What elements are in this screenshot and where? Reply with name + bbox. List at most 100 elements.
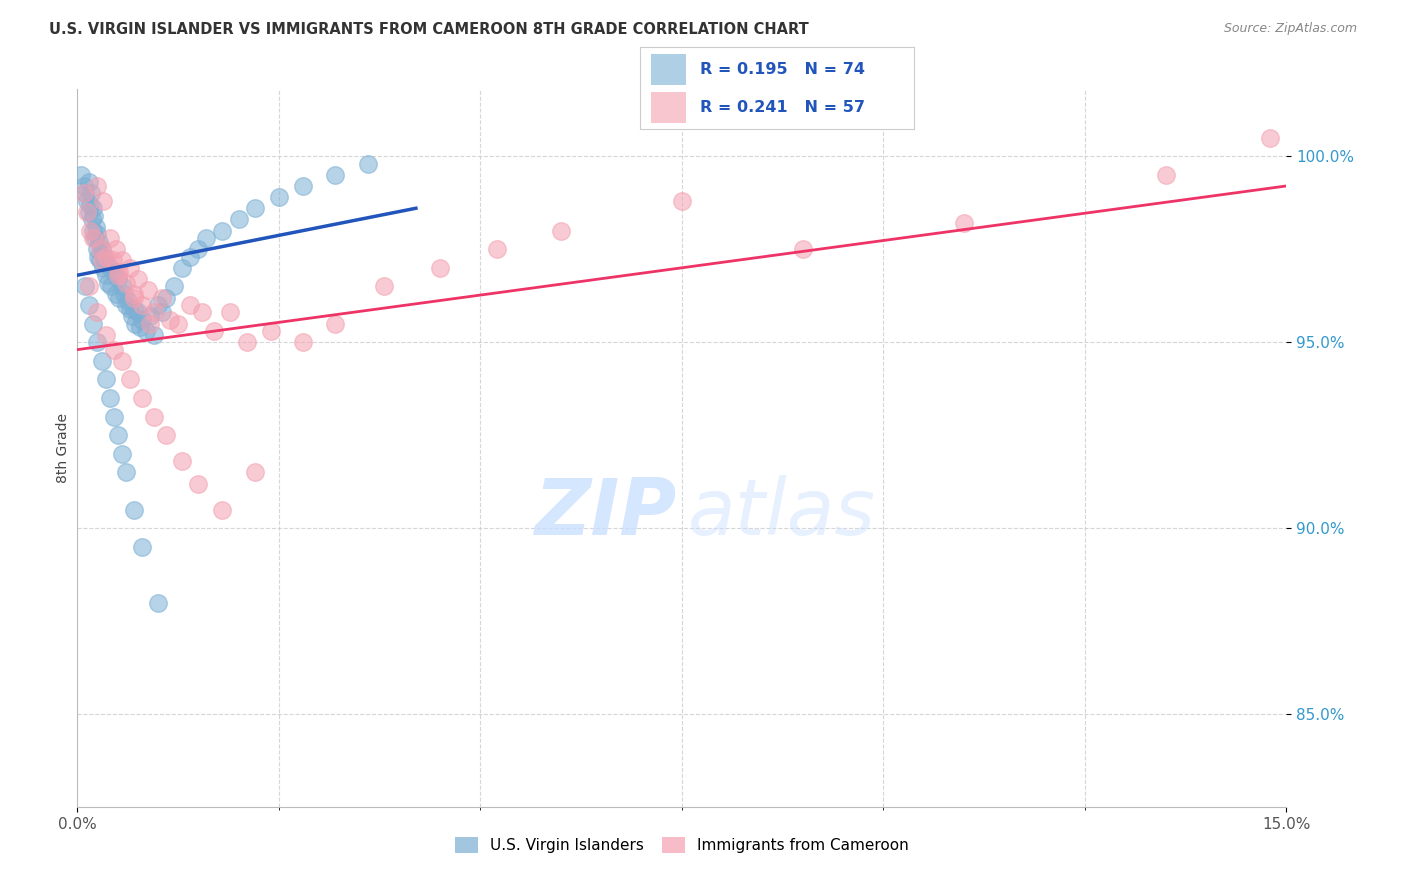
Point: [235, 335, 257, 350]
Point: [118, 260, 141, 275]
Point: [118, 301, 141, 316]
Point: [202, 324, 225, 338]
Text: ZIP: ZIP: [534, 475, 676, 551]
Point: [79, 279, 101, 293]
Point: [98, 391, 121, 405]
Point: [94, 372, 117, 386]
Point: [260, 324, 283, 338]
Point: [76, 205, 98, 219]
Point: [84, 231, 107, 245]
Bar: [651, 54, 686, 85]
Point: [179, 298, 201, 312]
Point: [73, 186, 96, 201]
Point: [671, 194, 693, 208]
Point: [82, 317, 104, 331]
Text: Source: ZipAtlas.com: Source: ZipAtlas.com: [1223, 22, 1357, 36]
Point: [211, 502, 233, 516]
Point: [114, 466, 136, 480]
Point: [89, 242, 111, 256]
Point: [139, 309, 162, 323]
Point: [131, 313, 153, 327]
Point: [94, 327, 117, 342]
Point: [79, 205, 101, 219]
Point: [76, 194, 98, 208]
Point: [195, 231, 218, 245]
Point: [96, 250, 118, 264]
Point: [429, 260, 451, 275]
Point: [80, 212, 103, 227]
Y-axis label: 8th Grade: 8th Grade: [56, 413, 70, 483]
Bar: [651, 92, 686, 123]
Point: [107, 428, 129, 442]
Point: [101, 253, 124, 268]
Point: [114, 276, 136, 290]
Point: [82, 223, 104, 237]
Point: [356, 156, 378, 170]
Point: [155, 428, 177, 442]
Point: [118, 372, 141, 386]
Point: [172, 454, 194, 468]
Point: [103, 343, 125, 357]
Point: [292, 178, 315, 193]
Text: atlas: atlas: [688, 475, 876, 551]
Point: [121, 309, 143, 323]
Point: [155, 291, 177, 305]
Point: [77, 175, 100, 189]
Point: [323, 168, 346, 182]
Point: [243, 201, 266, 215]
Point: [103, 409, 125, 424]
Point: [111, 253, 134, 268]
Point: [219, 305, 242, 319]
Point: [127, 272, 149, 286]
Point: [129, 320, 152, 334]
Point: [94, 268, 117, 283]
Point: [191, 305, 214, 319]
Point: [136, 283, 159, 297]
Point: [953, 216, 976, 230]
Point: [80, 186, 103, 201]
Point: [292, 335, 315, 350]
Point: [105, 286, 128, 301]
Point: [150, 305, 173, 319]
Point: [131, 298, 153, 312]
Point: [117, 294, 139, 309]
Point: [87, 250, 110, 264]
Point: [86, 227, 108, 242]
Point: [90, 353, 112, 368]
Point: [90, 253, 112, 268]
Point: [122, 502, 145, 516]
Point: [267, 190, 290, 204]
Point: [98, 231, 121, 245]
Point: [75, 186, 97, 201]
Point: [86, 242, 108, 256]
Point: [179, 250, 201, 264]
Point: [98, 260, 121, 275]
Text: R = 0.195   N = 74: R = 0.195 N = 74: [700, 62, 865, 77]
Point: [187, 476, 209, 491]
Point: [79, 197, 101, 211]
Point: [111, 279, 134, 293]
Point: [96, 257, 118, 271]
Point: [107, 272, 129, 286]
Point: [91, 260, 114, 275]
Point: [100, 279, 122, 293]
Point: [90, 242, 112, 256]
Point: [108, 264, 131, 278]
Point: [150, 291, 173, 305]
Point: [127, 305, 149, 319]
Point: [83, 209, 105, 223]
Point: [105, 242, 128, 256]
Point: [124, 317, 146, 331]
Point: [142, 327, 165, 342]
Point: [163, 279, 186, 293]
Point: [1260, 130, 1282, 145]
Point: [84, 219, 107, 234]
Point: [142, 409, 165, 424]
Text: U.S. VIRGIN ISLANDER VS IMMIGRANTS FROM CAMEROON 8TH GRADE CORRELATION CHART: U.S. VIRGIN ISLANDER VS IMMIGRANTS FROM …: [49, 22, 808, 37]
Point: [122, 291, 145, 305]
Point: [111, 447, 134, 461]
Point: [131, 540, 153, 554]
Point: [135, 324, 157, 338]
Point: [146, 596, 169, 610]
Point: [82, 201, 104, 215]
